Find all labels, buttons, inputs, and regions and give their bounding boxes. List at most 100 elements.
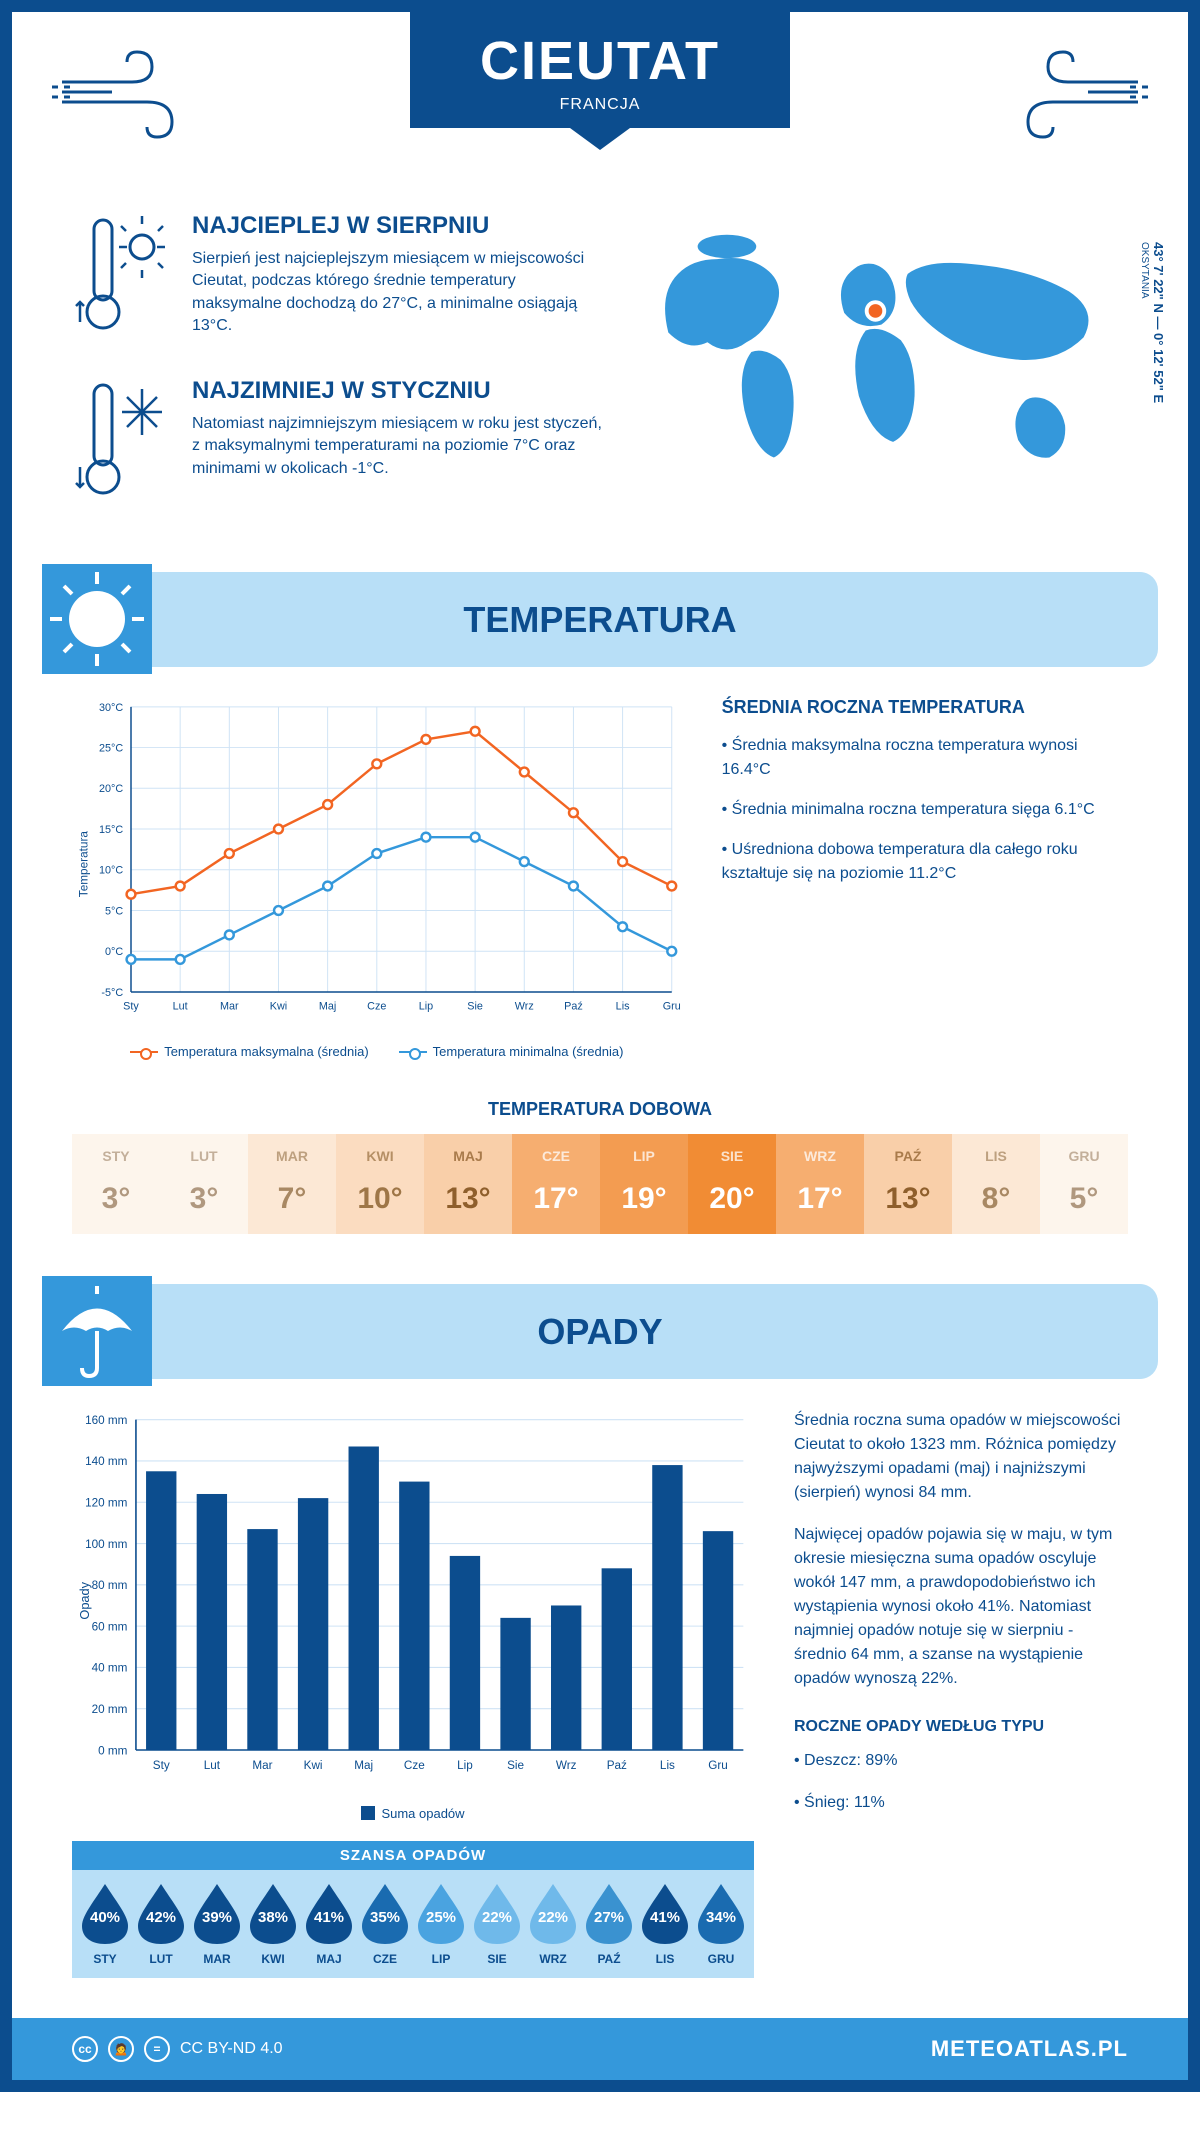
svg-text:5°C: 5°C (105, 905, 123, 917)
svg-text:Lis: Lis (660, 1759, 675, 1772)
typu-item: • Śnieg: 11% (794, 1791, 1128, 1815)
dobowa-cell: KWI10° (336, 1134, 424, 1234)
drop-cell: 42%LUT (134, 1880, 188, 1966)
svg-text:15°C: 15°C (99, 824, 123, 836)
by-icon: 🙍 (108, 2036, 134, 2062)
svg-text:Lut: Lut (173, 1001, 188, 1013)
svg-text:30°C: 30°C (99, 702, 123, 714)
svg-text:-5°C: -5°C (101, 987, 123, 999)
thermometer-snow-icon (72, 377, 172, 512)
drop-cell: 41%MAJ (302, 1880, 356, 1966)
coldest-text: Natomiast najzimniejszym miesiącem w rok… (192, 413, 609, 480)
dobowa-cell: STY3° (72, 1134, 160, 1234)
temp-summary: ŚREDNIA ROCZNA TEMPERATURA • Średnia mak… (722, 697, 1128, 1059)
drop-cell: 41%LIS (638, 1880, 692, 1966)
drop-cell: 22%WRZ (526, 1880, 580, 1966)
svg-text:60 mm: 60 mm (92, 1621, 128, 1634)
hottest-block: NAJCIEPLEJ W SIERPNIU Sierpień jest najc… (72, 212, 609, 347)
drop-cell: 25%LIP (414, 1880, 468, 1966)
world-map-icon (639, 212, 1128, 492)
dobowa-cell: WRZ17° (776, 1134, 864, 1234)
opady-banner: OPADY (42, 1284, 1158, 1379)
precip-summary: Średnia roczna suma opadów w miejscowośc… (794, 1409, 1128, 1978)
dobowa-cell: CZE17° (512, 1134, 600, 1234)
svg-text:120 mm: 120 mm (85, 1497, 127, 1510)
svg-text:Gru: Gru (663, 1001, 681, 1013)
svg-text:Lut: Lut (204, 1759, 221, 1772)
title-banner: CIEUTAT FRANCJA (410, 12, 790, 128)
svg-text:40 mm: 40 mm (92, 1662, 128, 1675)
footer: cc 🙍 = CC BY-ND 4.0 METEOATLAS.PL (12, 2018, 1188, 2080)
temp-summary-title: ŚREDNIA ROCZNA TEMPERATURA (722, 697, 1128, 718)
svg-text:Paź: Paź (607, 1759, 627, 1772)
svg-text:Kwi: Kwi (270, 1001, 287, 1013)
svg-text:20°C: 20°C (99, 783, 123, 795)
thermometer-sun-icon (72, 212, 172, 347)
svg-text:Wrz: Wrz (515, 1001, 534, 1013)
svg-text:Kwi: Kwi (304, 1759, 323, 1772)
svg-text:Temperatura: Temperatura (78, 831, 91, 898)
legend-item: Temperatura minimalna (średnia) (399, 1044, 624, 1059)
svg-text:Sty: Sty (153, 1759, 170, 1772)
wind-icon-left (52, 42, 192, 142)
svg-text:Wrz: Wrz (556, 1759, 577, 1772)
precip-text-1: Średnia roczna suma opadów w miejscowośc… (794, 1409, 1128, 1505)
opady-title: OPADY (537, 1311, 662, 1353)
region-label: OKSYTANIA (1139, 242, 1150, 299)
site-name: METEOATLAS.PL (931, 2036, 1128, 2062)
coldest-title: NAJZIMNIEJ W STYCZNIU (192, 377, 609, 405)
temperature-chart: -5°C0°C5°C10°C15°C20°C25°C30°CStyLutMarK… (72, 697, 682, 1059)
szansa-box: SZANSA OPADÓW 40%STY42%LUT39%MAR38%KWI41… (72, 1841, 754, 1978)
svg-text:Sie: Sie (467, 1001, 483, 1013)
svg-text:80 mm: 80 mm (92, 1579, 128, 1592)
svg-text:Cze: Cze (404, 1759, 425, 1772)
svg-text:Lis: Lis (616, 1001, 630, 1013)
dobowa-cell: LUT3° (160, 1134, 248, 1234)
page: CIEUTAT FRANCJA NAJCIEPLEJ W SIERPNIU Si… (0, 0, 1200, 2092)
dobowa-cell: SIE20° (688, 1134, 776, 1234)
intro-section: NAJCIEPLEJ W SIERPNIU Sierpień jest najc… (72, 212, 1128, 542)
precip-text-2: Najwięcej opadów pojawia się w maju, w t… (794, 1523, 1128, 1691)
temp-legend: Temperatura maksymalna (średnia)Temperat… (72, 1044, 682, 1059)
hottest-title: NAJCIEPLEJ W SIERPNIU (192, 212, 609, 240)
umbrella-icon (42, 1276, 152, 1386)
svg-text:140 mm: 140 mm (85, 1455, 127, 1468)
szansa-title: SZANSA OPADÓW (72, 1841, 754, 1870)
svg-text:Maj: Maj (319, 1001, 336, 1013)
drop-cell: 40%STY (78, 1880, 132, 1966)
nd-icon: = (144, 2036, 170, 2062)
dobowa-cell: LIS8° (952, 1134, 1040, 1234)
temp-summary-item: • Średnia maksymalna roczna temperatura … (722, 734, 1128, 782)
svg-text:Mar: Mar (220, 1001, 239, 1013)
svg-text:0°C: 0°C (105, 946, 123, 958)
svg-text:Gru: Gru (708, 1759, 728, 1772)
svg-text:Mar: Mar (252, 1759, 272, 1772)
svg-text:Cze: Cze (367, 1001, 386, 1013)
coldest-block: NAJZIMNIEJ W STYCZNIU Natomiast najzimni… (72, 377, 609, 512)
svg-text:Lip: Lip (419, 1001, 433, 1013)
drop-cell: 27%PAŹ (582, 1880, 636, 1966)
svg-text:100 mm: 100 mm (85, 1538, 127, 1551)
svg-text:Sie: Sie (507, 1759, 524, 1772)
dobowa-cell: LIP19° (600, 1134, 688, 1234)
typu-item: • Deszcz: 89% (794, 1749, 1128, 1773)
drop-cell: 35%CZE (358, 1880, 412, 1966)
hottest-text: Sierpień jest najcieplejszym miesiącem w… (192, 248, 609, 338)
city-name: CIEUTAT (480, 30, 720, 92)
dobowa-title: TEMPERATURA DOBOWA (72, 1099, 1128, 1120)
svg-text:Opady: Opady (77, 1582, 92, 1620)
typu-title: ROCZNE OPADY WEDŁUG TYPU (794, 1715, 1128, 1739)
svg-text:10°C: 10°C (99, 865, 123, 877)
cc-icon: cc (72, 2036, 98, 2062)
drop-cell: 34%GRU (694, 1880, 748, 1966)
temp-summary-item: • Średnia minimalna roczna temperatura s… (722, 798, 1128, 822)
wind-icon-right (1008, 42, 1148, 142)
dobowa-table: STY3°LUT3°MAR7°KWI10°MAJ13°CZE17°LIP19°S… (72, 1134, 1128, 1234)
license-text: CC BY-ND 4.0 (180, 2040, 283, 2058)
drop-cell: 38%KWI (246, 1880, 300, 1966)
temperatura-title: TEMPERATURA (463, 599, 736, 641)
dobowa-cell: PAŹ13° (864, 1134, 952, 1234)
temp-summary-item: • Uśredniona dobowa temperatura dla całe… (722, 838, 1128, 886)
precip-legend-label: Suma opadów (381, 1806, 464, 1821)
svg-text:Lip: Lip (457, 1759, 473, 1772)
